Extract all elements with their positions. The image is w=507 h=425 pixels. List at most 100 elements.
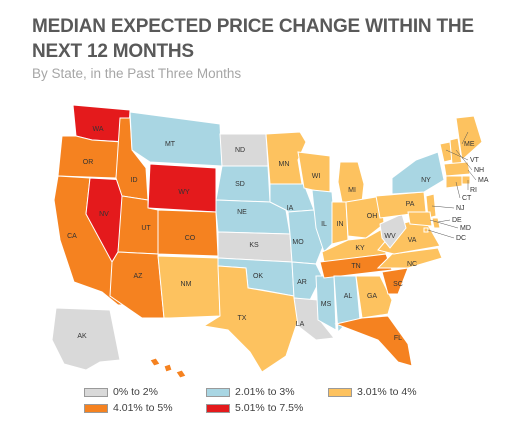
state-label-sc: SC — [393, 281, 403, 288]
legend-label: 4.01% to 5% — [113, 402, 173, 414]
state-label-ri: RI — [470, 187, 477, 194]
state-nm — [157, 255, 221, 319]
state-label-ga: GA — [367, 293, 377, 300]
state-label-in: IN — [337, 221, 344, 228]
state-label-ks: KS — [249, 242, 259, 249]
state-ct — [445, 175, 463, 189]
state-label-dc: DC — [456, 235, 466, 242]
legend-item-c4: 4.01% to 5% — [84, 402, 173, 414]
legend-label: 2.01% to 3% — [235, 386, 295, 398]
state-dc — [423, 227, 429, 233]
state-label-oh: OH — [367, 213, 378, 220]
state-co — [157, 209, 219, 257]
state-label-co: CO — [185, 235, 196, 242]
state-label-nj: NJ — [456, 205, 465, 212]
state-tx — [202, 265, 299, 373]
state-label-ia: IA — [287, 205, 294, 212]
state-ri — [461, 175, 471, 185]
state-label-nm: NM — [181, 281, 192, 288]
state-label-wy: WY — [178, 189, 190, 196]
state-label-nc: NC — [407, 261, 417, 268]
callout-line-nj — [431, 205, 455, 209]
state-label-mi: MI — [348, 187, 356, 194]
callout-line-ct — [455, 181, 461, 199]
legend-item-c3: 3.01% to 4% — [328, 386, 417, 398]
state-md — [407, 211, 433, 227]
state-label-ne: NE — [237, 209, 247, 216]
state-label-ky: KY — [355, 245, 365, 252]
callout-line-me — [461, 131, 469, 145]
state-label-or: OR — [83, 159, 94, 166]
state-fl — [334, 315, 413, 367]
state-hi — [149, 357, 187, 379]
state-az — [109, 251, 165, 319]
state-label-fl: FL — [394, 335, 402, 342]
state-label-md: MD — [460, 225, 471, 232]
state-sc — [381, 267, 409, 295]
callout-line-dc — [427, 229, 455, 239]
legend-item-c2: 2.01% to 3% — [206, 386, 295, 398]
callout-line-de — [437, 219, 451, 223]
legend-swatch — [84, 403, 108, 413]
state-ga — [355, 275, 393, 319]
state-nc — [376, 247, 443, 269]
callout-line-vt — [445, 149, 469, 161]
state-label-ma: MA — [478, 177, 489, 184]
state-label-al: AL — [344, 293, 353, 300]
state-or — [57, 135, 123, 179]
state-label-id: ID — [131, 177, 138, 184]
state-mt — [129, 111, 223, 167]
state-label-nv: NV — [99, 211, 109, 218]
state-label-mo: MO — [292, 239, 304, 246]
state-label-sd: SD — [235, 181, 245, 188]
state-label-mt: MT — [165, 141, 176, 148]
legend-item-c5: 5.01% to 7.5% — [206, 402, 303, 414]
state-label-ok: OK — [253, 273, 263, 280]
state-label-wi: WI — [312, 173, 321, 180]
state-label-mn: MN — [279, 161, 290, 168]
legend-label: 0% to 2% — [113, 386, 158, 398]
legend-item-c1: 0% to 2% — [84, 386, 158, 398]
state-label-ct: CT — [462, 195, 472, 202]
state-label-ak: AK — [77, 333, 87, 340]
state-mi — [337, 161, 365, 203]
legend-label: 3.01% to 4% — [357, 386, 417, 398]
legend-swatch — [206, 403, 230, 413]
state-ma — [443, 161, 471, 177]
callout-line-nh — [455, 149, 473, 171]
state-label-ny: NY — [421, 177, 431, 184]
callout-line-ma — [467, 169, 477, 181]
state-label-wv: WV — [384, 233, 396, 240]
state-label-az: AZ — [134, 273, 144, 280]
legend-swatch — [206, 387, 230, 397]
state-label-tn: TN — [351, 263, 360, 270]
legend-swatch — [328, 387, 352, 397]
state-label-ca: CA — [67, 233, 77, 240]
state-label-de: DE — [452, 217, 462, 224]
state-label-pa: PA — [406, 201, 415, 208]
state-label-tx: TX — [238, 315, 247, 322]
state-label-ar: AR — [297, 279, 307, 286]
state-ak — [51, 307, 121, 371]
state-label-nh: NH — [474, 167, 484, 174]
state-label-la: LA — [296, 321, 305, 328]
state-ar — [291, 261, 323, 301]
state-il — [311, 189, 337, 253]
legend-label: 5.01% to 7.5% — [235, 402, 304, 414]
state-label-ut: UT — [141, 225, 151, 232]
map-title: MEDIAN EXPECTED PRICE CHANGE WITHIN THE … — [32, 16, 474, 62]
state-me — [455, 115, 483, 161]
state-label-va: VA — [408, 237, 417, 244]
state-label-vt: VT — [470, 157, 480, 164]
callout-line-md — [429, 219, 459, 229]
state-label-me: ME — [464, 141, 475, 148]
state-label-wa: WA — [92, 126, 103, 133]
map-subtitle: By State, in the Past Three Months — [32, 66, 242, 81]
state-label-il: IL — [321, 221, 327, 228]
state-label-nd: ND — [235, 147, 245, 154]
state-de — [431, 217, 441, 229]
state-label-ms: MS — [321, 301, 332, 308]
state-ny — [391, 151, 445, 195]
state-wy — [147, 163, 217, 213]
